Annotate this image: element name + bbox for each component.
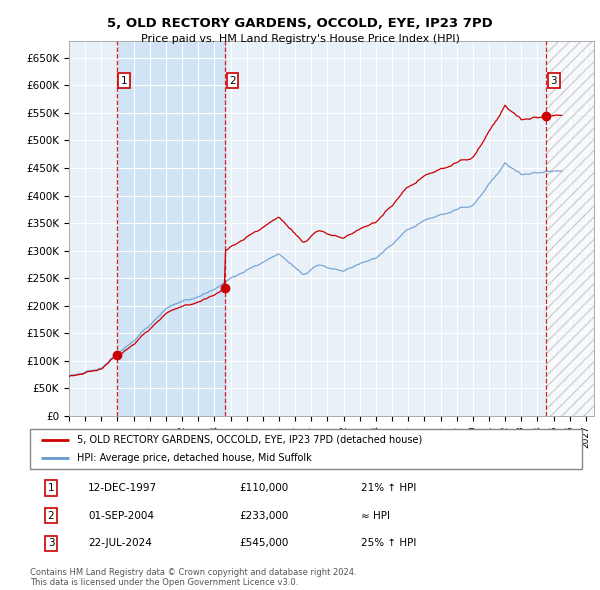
- Text: 3: 3: [550, 76, 557, 86]
- Text: ≈ HPI: ≈ HPI: [361, 511, 390, 520]
- Text: 12-DEC-1997: 12-DEC-1997: [88, 483, 157, 493]
- Bar: [547, 41, 594, 416]
- Text: 21% ↑ HPI: 21% ↑ HPI: [361, 483, 416, 493]
- Text: 5, OLD RECTORY GARDENS, OCCOLD, EYE, IP23 7PD: 5, OLD RECTORY GARDENS, OCCOLD, EYE, IP2…: [107, 17, 493, 30]
- Bar: [116, 41, 225, 416]
- Bar: [547, 41, 594, 416]
- Text: 22-JUL-2024: 22-JUL-2024: [88, 538, 152, 548]
- Text: 1: 1: [121, 76, 127, 86]
- Text: 3: 3: [47, 538, 54, 548]
- Text: HPI: Average price, detached house, Mid Suffolk: HPI: Average price, detached house, Mid …: [77, 453, 311, 463]
- Text: £110,000: £110,000: [240, 483, 289, 493]
- Text: 2: 2: [47, 511, 54, 520]
- Text: Contains HM Land Registry data © Crown copyright and database right 2024.: Contains HM Land Registry data © Crown c…: [30, 568, 356, 576]
- Text: £233,000: £233,000: [240, 511, 289, 520]
- Text: Price paid vs. HM Land Registry's House Price Index (HPI): Price paid vs. HM Land Registry's House …: [140, 34, 460, 44]
- Text: £545,000: £545,000: [240, 538, 289, 548]
- Text: 2: 2: [229, 76, 236, 86]
- FancyBboxPatch shape: [30, 429, 582, 469]
- Text: 25% ↑ HPI: 25% ↑ HPI: [361, 538, 416, 548]
- Text: 1: 1: [47, 483, 54, 493]
- Text: This data is licensed under the Open Government Licence v3.0.: This data is licensed under the Open Gov…: [30, 578, 298, 587]
- Text: 01-SEP-2004: 01-SEP-2004: [88, 511, 154, 520]
- Text: 5, OLD RECTORY GARDENS, OCCOLD, EYE, IP23 7PD (detached house): 5, OLD RECTORY GARDENS, OCCOLD, EYE, IP2…: [77, 435, 422, 445]
